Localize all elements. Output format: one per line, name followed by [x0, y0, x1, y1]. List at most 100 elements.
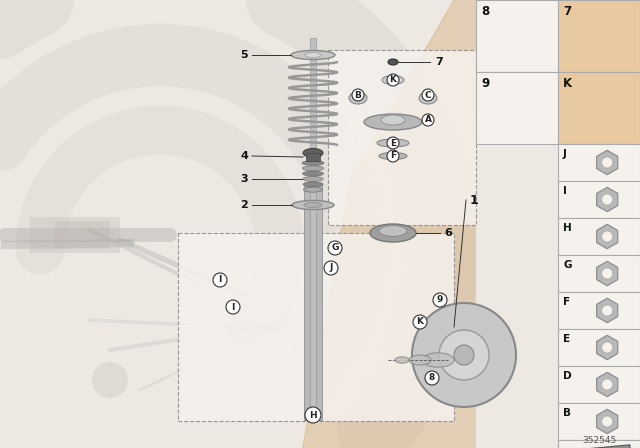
- Ellipse shape: [305, 52, 321, 57]
- Text: 6: 6: [444, 228, 452, 238]
- Text: 3: 3: [241, 174, 248, 184]
- Text: E: E: [390, 138, 396, 147]
- Bar: [304, 185, 322, 420]
- Bar: [558, 329, 640, 366]
- Circle shape: [602, 231, 612, 242]
- Circle shape: [328, 241, 342, 255]
- Ellipse shape: [303, 177, 323, 181]
- Bar: [30, 217, 120, 253]
- Circle shape: [387, 74, 399, 86]
- Text: I: I: [231, 302, 235, 311]
- Text: 7: 7: [435, 57, 443, 67]
- Ellipse shape: [377, 139, 409, 147]
- Circle shape: [602, 194, 612, 205]
- Text: G: G: [563, 260, 572, 270]
- Ellipse shape: [379, 152, 407, 159]
- Bar: [558, 144, 640, 181]
- Circle shape: [324, 261, 338, 275]
- Ellipse shape: [364, 114, 422, 130]
- Circle shape: [92, 362, 128, 398]
- Ellipse shape: [302, 160, 324, 165]
- Bar: [306, 153, 320, 161]
- Circle shape: [425, 371, 439, 385]
- Text: 9: 9: [437, 296, 443, 305]
- Circle shape: [602, 268, 612, 279]
- Bar: [310, 38, 316, 420]
- Text: J: J: [563, 149, 567, 159]
- Polygon shape: [298, 0, 640, 448]
- Circle shape: [433, 293, 447, 307]
- Ellipse shape: [409, 355, 431, 365]
- Circle shape: [422, 114, 434, 126]
- Ellipse shape: [382, 76, 404, 85]
- Text: I: I: [218, 276, 221, 284]
- Bar: [178, 233, 454, 421]
- Text: 8: 8: [481, 5, 489, 18]
- Bar: [558, 366, 640, 403]
- Ellipse shape: [303, 187, 323, 192]
- Bar: [558, 292, 640, 329]
- Text: 1: 1: [470, 194, 479, 207]
- Text: 7: 7: [563, 5, 571, 18]
- Ellipse shape: [349, 92, 367, 104]
- Bar: [558, 218, 640, 255]
- Bar: [558, 72, 640, 144]
- Polygon shape: [596, 335, 618, 360]
- Text: I: I: [563, 186, 567, 196]
- Bar: [558, 255, 640, 292]
- Polygon shape: [596, 409, 618, 434]
- Ellipse shape: [422, 353, 454, 367]
- Text: K: K: [417, 318, 424, 327]
- Bar: [558, 403, 640, 440]
- Bar: [476, 0, 558, 72]
- Ellipse shape: [303, 148, 323, 158]
- Ellipse shape: [303, 182, 323, 187]
- Circle shape: [387, 150, 399, 162]
- Circle shape: [226, 300, 240, 314]
- Polygon shape: [596, 298, 618, 323]
- Circle shape: [413, 315, 427, 329]
- Text: G: G: [332, 244, 339, 253]
- Text: 2: 2: [240, 200, 248, 210]
- Text: 352545: 352545: [582, 436, 616, 445]
- Ellipse shape: [388, 78, 398, 82]
- Text: A: A: [424, 116, 431, 125]
- Circle shape: [602, 379, 612, 390]
- Text: 9: 9: [481, 77, 489, 90]
- Text: B: B: [355, 90, 362, 99]
- Circle shape: [602, 416, 612, 427]
- Circle shape: [602, 157, 612, 168]
- Ellipse shape: [370, 224, 416, 242]
- Bar: [476, 0, 640, 448]
- Polygon shape: [596, 372, 618, 397]
- Circle shape: [454, 345, 474, 365]
- Ellipse shape: [395, 357, 409, 363]
- Ellipse shape: [302, 166, 324, 171]
- Text: J: J: [330, 263, 333, 272]
- Circle shape: [387, 137, 399, 149]
- Bar: [55, 221, 110, 249]
- Ellipse shape: [419, 92, 437, 104]
- Ellipse shape: [388, 59, 398, 65]
- Text: K: K: [390, 76, 397, 85]
- Circle shape: [213, 273, 227, 287]
- Text: K: K: [563, 77, 572, 90]
- Text: E: E: [563, 334, 570, 344]
- Bar: [558, 440, 640, 448]
- Text: B: B: [563, 408, 571, 418]
- Polygon shape: [566, 445, 630, 448]
- Circle shape: [439, 330, 489, 380]
- Text: D: D: [563, 371, 572, 381]
- Circle shape: [412, 303, 516, 407]
- Text: 5: 5: [241, 50, 248, 60]
- Text: H: H: [563, 223, 572, 233]
- Circle shape: [422, 89, 434, 101]
- Bar: [558, 0, 640, 72]
- Bar: [328, 50, 476, 225]
- Text: H: H: [309, 410, 317, 419]
- Text: F: F: [390, 151, 396, 160]
- Polygon shape: [596, 187, 618, 212]
- Polygon shape: [596, 224, 618, 249]
- Ellipse shape: [379, 225, 407, 237]
- Text: 4: 4: [240, 151, 248, 161]
